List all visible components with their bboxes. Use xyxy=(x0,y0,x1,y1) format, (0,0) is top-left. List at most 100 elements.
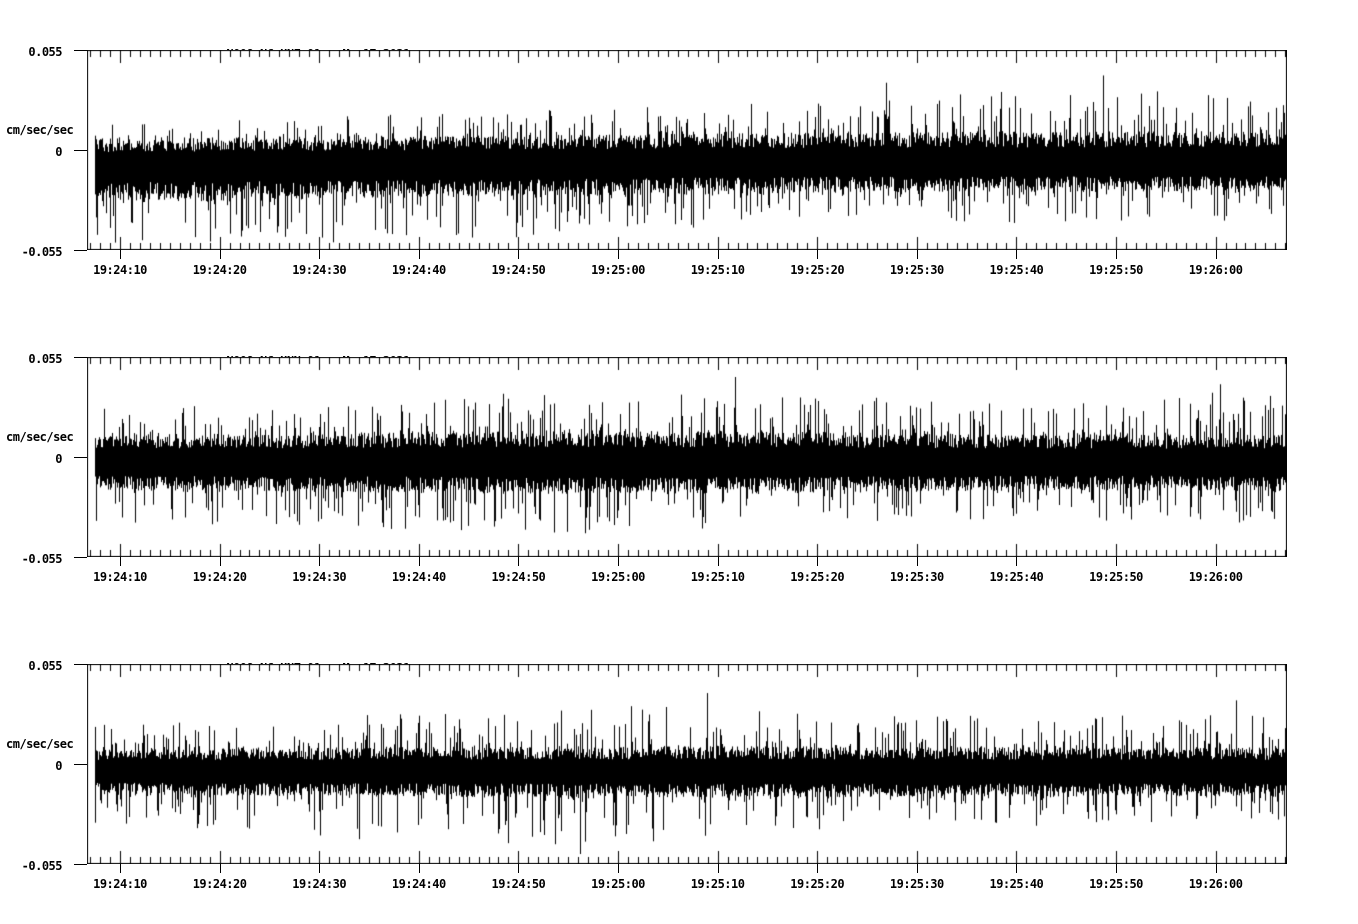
y-axis-major-tick xyxy=(74,664,87,665)
y-axis-tick-label-zero: 0 xyxy=(55,452,62,466)
x-axis-major-tick xyxy=(1016,250,1017,259)
x-axis-tick-label: 19:24:40 xyxy=(391,570,446,584)
x-axis-major-tick xyxy=(718,250,719,259)
x-axis-tick-label: 19:25:10 xyxy=(690,570,745,584)
x-axis-major-tick xyxy=(220,864,221,873)
y-axis-units-label: cm/sec/sec xyxy=(6,123,74,137)
seismogram-panel-hnz: N008_NC_HNZ_01May17,2021 0.055 cm/sec/se… xyxy=(0,659,1358,924)
x-axis-tick-label: 19:24:20 xyxy=(192,877,247,891)
x-axis-tick-label: 19:24:40 xyxy=(391,877,446,891)
x-axis-tick-label: 19:25:20 xyxy=(790,570,845,584)
y-axis-major-tick xyxy=(74,150,87,151)
x-axis-tick-label: 19:25:30 xyxy=(889,263,944,277)
x-axis-tick-label: 19:24:50 xyxy=(491,570,546,584)
x-axis-tick-label: 19:25:50 xyxy=(1089,263,1143,277)
x-axis-major-tick xyxy=(718,557,719,566)
x-axis-tick-label: 19:25:40 xyxy=(989,263,1044,277)
x-axis-major-tick xyxy=(718,864,719,873)
x-axis-major-tick xyxy=(319,557,320,566)
x-axis-tick-label: 19:25:00 xyxy=(591,263,645,277)
y-axis-major-tick xyxy=(74,864,87,865)
x-axis-tick-label: 19:25:20 xyxy=(790,877,845,891)
x-axis-major-tick xyxy=(120,250,121,259)
x-axis-major-tick xyxy=(518,864,519,873)
y-axis-tick-label-min: -0.055 xyxy=(21,552,63,566)
x-axis-tick-label: 19:25:30 xyxy=(889,570,944,584)
x-axis-major-tick xyxy=(1216,557,1217,566)
x-axis-major-tick xyxy=(618,557,619,566)
x-axis-tick-label: 19:26:00 xyxy=(1188,263,1243,277)
y-axis-tick-label-min: -0.055 xyxy=(21,859,63,873)
x-axis-major-tick xyxy=(319,864,320,873)
x-axis-major-tick xyxy=(917,864,918,873)
x-axis-tick-label: 19:25:40 xyxy=(989,877,1044,891)
x-axis-tick-label: 19:25:50 xyxy=(1089,877,1143,891)
x-axis-major-tick xyxy=(917,250,918,259)
x-axis-major-tick xyxy=(518,250,519,259)
y-axis-tick-label-zero: 0 xyxy=(55,145,62,159)
x-axis-tick-label: 19:25:10 xyxy=(690,263,745,277)
x-axis-tick-label: 19:25:00 xyxy=(591,877,645,891)
x-axis-major-tick xyxy=(120,557,121,566)
y-axis-tick-label-min: -0.055 xyxy=(21,245,63,259)
y-axis-major-tick xyxy=(74,457,87,458)
x-axis-major-tick xyxy=(1016,557,1017,566)
x-axis-major-tick xyxy=(419,864,420,873)
x-axis-major-tick xyxy=(1116,557,1117,566)
x-axis-tick-label: 19:25:00 xyxy=(591,570,645,584)
x-axis-tick-label: 19:24:10 xyxy=(93,263,147,277)
x-axis-tick-label: 19:24:30 xyxy=(292,570,347,584)
x-axis-major-tick xyxy=(518,557,519,566)
y-axis-major-tick xyxy=(74,250,87,251)
x-axis-tick-label: 19:26:00 xyxy=(1188,570,1243,584)
x-axis-major-tick xyxy=(1016,864,1017,873)
seismogram-panel-hnn: N008_NC_HNN_01May17,2021 0.055 cm/sec/se… xyxy=(0,352,1358,657)
y-axis-tick-label-max: 0.055 xyxy=(28,352,62,366)
x-axis-tick-label: 19:25:50 xyxy=(1089,570,1143,584)
x-axis-major-tick xyxy=(1216,250,1217,259)
x-axis-major-tick xyxy=(618,864,619,873)
y-axis-tick-label-max: 0.055 xyxy=(28,659,62,673)
x-axis-tick-label: 19:25:20 xyxy=(790,263,845,277)
x-axis-major-tick xyxy=(419,557,420,566)
x-axis-major-tick xyxy=(817,864,818,873)
y-axis-units-label: cm/sec/sec xyxy=(6,737,74,751)
x-axis-tick-label: 19:26:00 xyxy=(1188,877,1243,891)
y-axis-major-tick xyxy=(74,357,87,358)
waveform-canvas-hne xyxy=(87,50,1287,250)
seismogram-panel-hne: N008_NC_HNE_01May17,2021 0.055 cm/sec/se… xyxy=(0,45,1358,350)
x-axis-major-tick xyxy=(120,864,121,873)
x-axis-tick-label: 19:24:20 xyxy=(192,263,247,277)
x-axis-major-tick xyxy=(1216,864,1217,873)
x-axis-tick-label: 19:24:20 xyxy=(192,570,247,584)
x-axis-major-tick xyxy=(618,250,619,259)
x-axis-major-tick xyxy=(220,557,221,566)
x-axis-tick-label: 19:24:50 xyxy=(491,263,546,277)
x-axis-tick-label: 19:24:30 xyxy=(292,877,347,891)
x-axis-major-tick xyxy=(817,250,818,259)
x-axis-major-tick xyxy=(917,557,918,566)
x-axis-tick-label: 19:24:10 xyxy=(93,877,147,891)
x-axis-tick-label: 19:25:30 xyxy=(889,877,944,891)
y-axis-major-tick xyxy=(74,50,87,51)
x-axis-tick-label: 19:24:50 xyxy=(491,877,546,891)
x-axis-major-tick xyxy=(817,557,818,566)
x-axis-tick-label: 19:25:10 xyxy=(690,877,745,891)
y-axis-tick-label-max: 0.055 xyxy=(28,45,62,59)
y-axis-units-label: cm/sec/sec xyxy=(6,430,74,444)
x-axis-major-tick xyxy=(319,250,320,259)
x-axis-major-tick xyxy=(1116,250,1117,259)
x-axis-tick-label: 19:24:30 xyxy=(292,263,347,277)
x-axis-major-tick xyxy=(220,250,221,259)
x-axis-major-tick xyxy=(1116,864,1117,873)
y-axis-major-tick xyxy=(74,764,87,765)
x-axis-tick-label: 19:24:10 xyxy=(93,570,147,584)
x-axis-tick-label: 19:25:40 xyxy=(989,570,1044,584)
x-axis-tick-label: 19:24:40 xyxy=(391,263,446,277)
waveform-canvas-hnz xyxy=(87,664,1287,864)
y-axis-tick-label-zero: 0 xyxy=(55,759,62,773)
waveform-canvas-hnn xyxy=(87,357,1287,557)
x-axis-major-tick xyxy=(419,250,420,259)
y-axis-major-tick xyxy=(74,557,87,558)
